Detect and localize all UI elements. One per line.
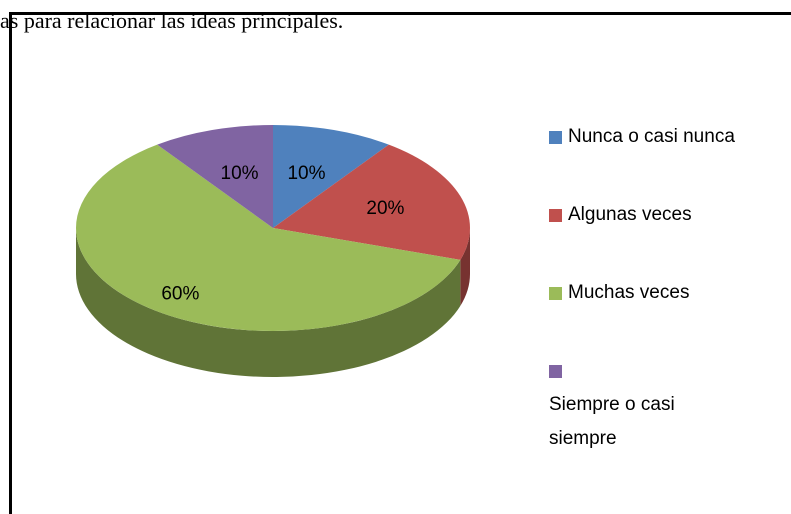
legend-swatch	[549, 286, 562, 300]
pie-slice	[75, 144, 461, 331]
pie-side	[75, 228, 461, 377]
legend-item: Algunas veces	[549, 198, 754, 232]
legend-item: Nunca o casi nunca	[549, 120, 754, 154]
legend-swatch	[549, 208, 562, 222]
legend-label: Muchas veces	[568, 282, 690, 304]
frame-top	[9, 12, 791, 15]
data-label: 10%	[221, 163, 259, 184]
data-label: 60%	[161, 284, 199, 305]
pie-side	[460, 228, 470, 306]
pie-slice	[273, 125, 389, 228]
legend-label: Siempre o casi siempre	[549, 394, 675, 450]
data-label: 20%	[366, 198, 404, 219]
legend-swatch	[549, 364, 562, 378]
legend: Nunca o casi nunca Algunas veces Muchas ve…	[549, 120, 754, 500]
legend-item: Muchas veces	[549, 276, 754, 310]
data-label: 10%	[287, 163, 325, 184]
pie-slice	[157, 125, 273, 228]
legend-label: Algunas veces	[568, 204, 692, 226]
legend-item: Siempre o casi siempre	[549, 354, 754, 456]
legend-label: Nunca o casi nunca	[568, 126, 735, 147]
legend-swatch	[549, 130, 562, 144]
pie-slice	[273, 144, 471, 260]
frame-left	[9, 13, 12, 514]
